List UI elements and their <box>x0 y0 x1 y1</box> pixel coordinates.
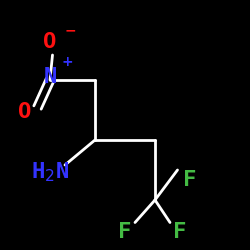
Text: −: − <box>64 23 76 37</box>
Text: O: O <box>43 32 57 52</box>
Text: F: F <box>183 170 197 190</box>
Text: F: F <box>173 222 187 242</box>
Text: N: N <box>43 68 57 87</box>
Text: F: F <box>118 222 132 242</box>
Text: H$_2$N: H$_2$N <box>31 161 69 184</box>
Text: +: + <box>62 56 73 70</box>
Text: O: O <box>18 102 32 122</box>
